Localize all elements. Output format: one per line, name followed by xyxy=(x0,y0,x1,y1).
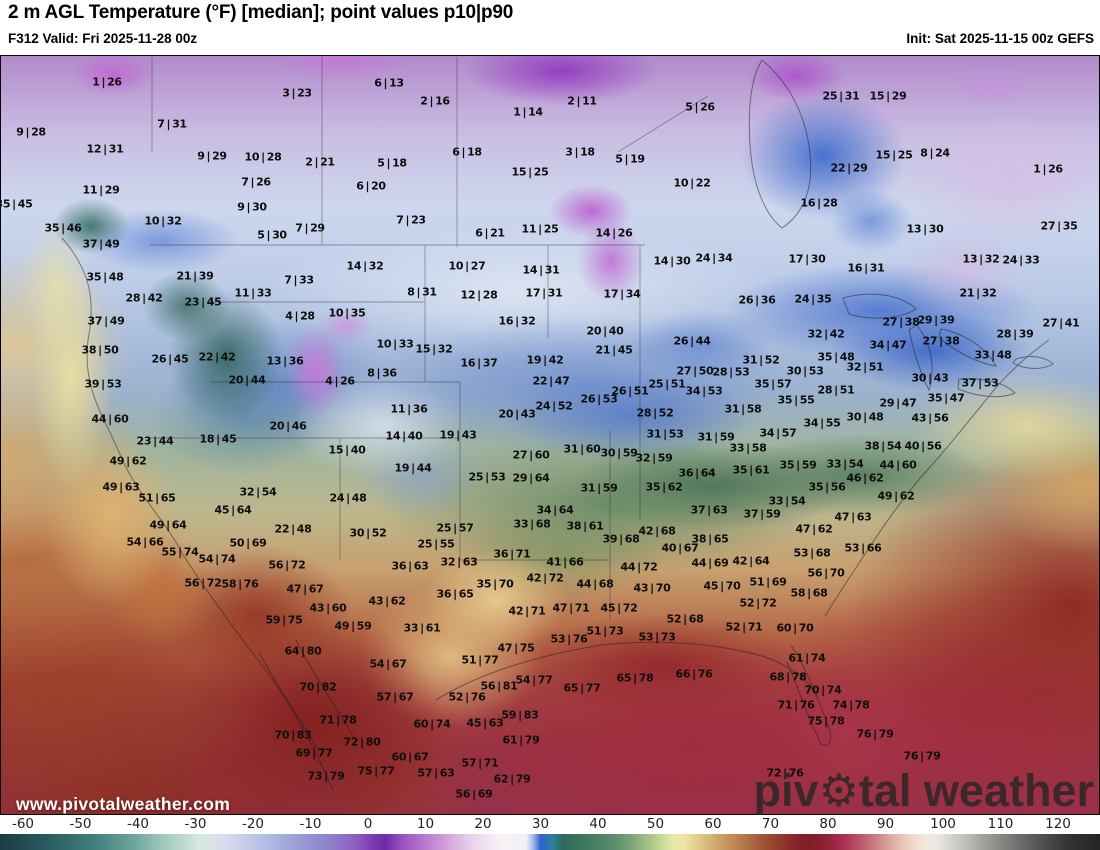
gear-icon: ⚙ xyxy=(818,765,859,816)
colorbar-tick: -10 xyxy=(299,816,322,832)
colorbar-tick: 0 xyxy=(363,816,373,832)
colorbar-tick: -60 xyxy=(11,816,35,832)
site-watermark: www.pivotalweather.com xyxy=(16,794,231,814)
brand-pre: piv xyxy=(753,765,819,816)
brand-post: tal weather xyxy=(858,765,1094,816)
colorbar-ticks: -60 -50 -40 -30 -20 -10 0 10 20 30 40 50 60 70 80 90 100… xyxy=(0,816,1100,834)
model-init-time: Init: Sat 2025-11-15 00z GEFS xyxy=(906,31,1094,46)
colorbar-gradient xyxy=(0,834,1100,850)
colorbar-tick: 20 xyxy=(474,816,492,832)
colorbar-tick: -20 xyxy=(241,816,265,832)
colorbar-tick: 30 xyxy=(531,816,550,832)
colorbar-tick: -30 xyxy=(184,816,207,832)
colorbar-tick: -40 xyxy=(126,816,150,832)
colorbar-tick: -50 xyxy=(69,816,92,832)
forecast-valid-time: F312 Valid: Fri 2025-11-28 00z xyxy=(8,31,198,46)
colorbar: -60 -50 -40 -30 -20 -10 0 10 20 30 40 50 60 70 80 90 100… xyxy=(0,815,1100,850)
colorbar-tick: 90 xyxy=(876,816,895,832)
temperature-map xyxy=(0,55,1100,815)
colorbar-tick: 60 xyxy=(704,816,722,832)
brand-watermark: piv⚙tal weather xyxy=(754,768,1094,813)
colorbar-tick: 120 xyxy=(1045,816,1071,832)
header: 2 m AGL Temperature (°F) [median]; point… xyxy=(0,0,1100,55)
colorbar-tick: 80 xyxy=(819,816,837,832)
colorbar-tick: 40 xyxy=(589,816,607,832)
colorbar-tick: 10 xyxy=(416,816,435,832)
colorbar-tick: 50 xyxy=(646,816,665,832)
colorbar-tick: 100 xyxy=(930,816,956,832)
colorbar-tick: 70 xyxy=(761,816,780,832)
page-title: 2 m AGL Temperature (°F) [median]; point… xyxy=(8,2,514,23)
colorbar-tick: 110 xyxy=(987,816,1014,832)
